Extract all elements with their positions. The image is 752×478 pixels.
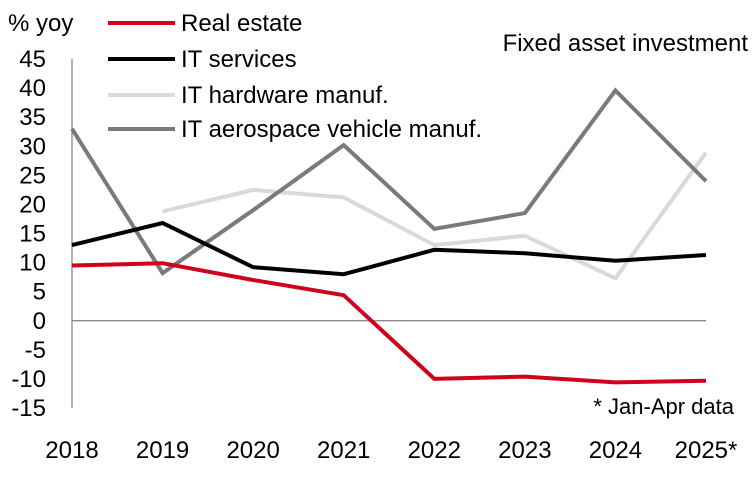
x-tick-label: 2019 [136,437,189,464]
axes [71,59,706,408]
y-tick-label: 35 [19,104,46,131]
legend-entry: IT services [181,46,297,73]
legend-entry: IT aerospace vehicle manuf. [181,116,482,143]
series-lines [70,87,708,385]
y-tick-label: 0 [33,308,46,335]
series-line-4 [70,87,708,276]
y-tick-label: 20 [19,191,46,218]
legend-entry: IT hardware manuf. [181,82,389,109]
y-tick-label: 15 [19,221,46,248]
series-line-1 [71,261,707,385]
legend: Real estate IT services IT hardware manuf.… [108,10,482,143]
y-tick-label: -5 [25,337,46,364]
y-tick-label: -15 [11,395,46,422]
y-tick-label: 45 [19,46,46,73]
series-line-3 [162,151,708,281]
y-axis-label: % yoy [8,10,73,37]
x-tick-label: 2020 [226,437,279,464]
y-tick-label: 30 [19,133,46,160]
x-tick-label: 2021 [317,437,370,464]
y-tick-label: 5 [33,279,46,306]
y-tick-label: 40 [19,75,46,102]
x-tick-label: 2018 [45,437,98,464]
y-tick-label: 25 [19,162,46,189]
y-tick-label: 10 [19,250,46,277]
x-tick-label: 2022 [408,437,461,464]
x-tick-label: 2023 [498,437,551,464]
y-tick-label: -10 [11,366,46,393]
x-tick-labels: 2018 2019 2020 2021 2022 2023 2024 2025* [45,437,737,464]
series-line-2 [71,220,707,277]
legend-entry: Real estate [181,10,302,37]
x-tick-label: 2024 [589,437,642,464]
footnote-annotation: * Jan-Apr data [593,394,734,419]
chart-title: Fixed asset investment [503,30,749,57]
x-tick-label: 2025* [675,437,738,464]
